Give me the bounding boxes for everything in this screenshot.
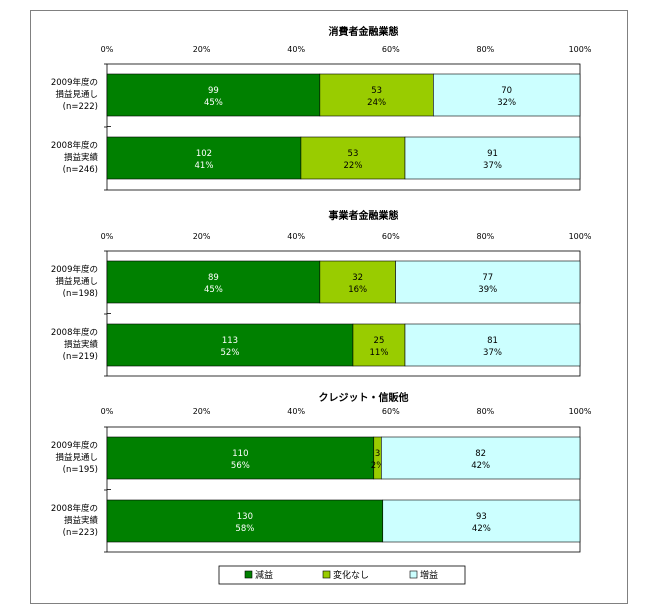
- category-label: (n=223): [63, 528, 98, 538]
- bar-percent-label: 16%: [348, 285, 367, 295]
- bar-percent-label: 32%: [497, 98, 516, 108]
- category-label: 2009年度の: [51, 264, 98, 275]
- bar-count-label: 53: [371, 86, 382, 96]
- bar-segment: [106, 73, 321, 117]
- bar-count-label: 53: [348, 149, 359, 159]
- legend-box: [218, 565, 466, 585]
- bar-count-label: 110: [232, 449, 248, 459]
- x-tick-label: 80%: [477, 232, 495, 241]
- bar-percent-label: 41%: [195, 161, 214, 171]
- bar-segment: [106, 323, 354, 367]
- x-tick-label: 0%: [101, 232, 114, 241]
- bar-percent-label: 52%: [221, 348, 240, 358]
- chart-title: クレジット・信販他: [319, 391, 409, 404]
- bar-count-label: 32: [352, 273, 363, 283]
- legend-label: 増益: [420, 569, 438, 581]
- category-label: 2009年度の: [51, 77, 98, 88]
- legend-label: 変化なし: [333, 569, 369, 581]
- category-label: 2009年度の: [51, 440, 98, 451]
- bar-segment: [106, 499, 384, 543]
- x-tick-label: 0%: [101, 45, 114, 54]
- bar-percent-label: 11%: [370, 348, 389, 358]
- bar-percent-label: 24%: [367, 98, 386, 108]
- bar-count-label: 25: [374, 336, 385, 346]
- legend-swatch: [409, 570, 418, 579]
- category-label: 損益見通し: [55, 276, 98, 287]
- x-tick-label: 40%: [287, 407, 305, 416]
- category-label: (n=219): [63, 352, 98, 362]
- bar-percent-label: 58%: [235, 524, 254, 534]
- category-label: 損益実績: [64, 152, 99, 163]
- category-label: 2008年度の: [51, 140, 98, 151]
- bar-segment: [433, 73, 581, 117]
- bar-percent-label: 37%: [483, 161, 502, 171]
- bar-count-label: 99: [208, 86, 219, 96]
- bar-segment: [382, 499, 581, 543]
- x-tick-label: 60%: [382, 45, 400, 54]
- x-tick-label: 60%: [382, 407, 400, 416]
- bar-count-label: 70: [501, 86, 512, 96]
- legend-label: 減益: [255, 569, 273, 581]
- x-tick-label: 100%: [569, 45, 592, 54]
- x-tick-label: 100%: [569, 407, 592, 416]
- bar-count-label: 89: [208, 273, 219, 283]
- category-label: 損益実績: [64, 515, 99, 526]
- bar-segment: [352, 323, 406, 367]
- bar-count-label: 81: [487, 336, 498, 346]
- x-tick-label: 20%: [193, 407, 211, 416]
- bar-percent-label: 39%: [478, 285, 497, 295]
- bar-segment: [404, 323, 581, 367]
- bar-percent-label: 45%: [204, 98, 223, 108]
- x-tick-label: 80%: [477, 407, 495, 416]
- bar-count-label: 113: [222, 336, 238, 346]
- category-label: 損益見通し: [55, 89, 98, 100]
- bar-count-label: 93: [476, 512, 487, 522]
- bar-segment: [319, 260, 396, 304]
- bar-percent-label: 42%: [471, 461, 490, 471]
- bar-segment: [106, 260, 321, 304]
- category-label: (n=222): [63, 102, 98, 112]
- legend-swatch: [244, 570, 253, 579]
- x-tick-label: 0%: [101, 407, 114, 416]
- bar-segment: [404, 136, 581, 180]
- x-tick-label: 40%: [287, 232, 305, 241]
- bar-segment: [395, 260, 581, 304]
- bar-count-label: 77: [482, 273, 493, 283]
- chart-title: 消費者金融業態: [329, 25, 399, 38]
- bar-percent-label: 42%: [472, 524, 491, 534]
- bar-count-label: 102: [196, 149, 212, 159]
- x-tick-label: 40%: [287, 45, 305, 54]
- bar-segment: [106, 136, 302, 180]
- bar-percent-label: 2%: [371, 461, 385, 471]
- legend-swatch: [322, 570, 331, 579]
- x-tick-label: 60%: [382, 232, 400, 241]
- x-tick-label: 20%: [193, 232, 211, 241]
- category-label: (n=195): [63, 465, 98, 475]
- category-label: 2008年度の: [51, 327, 98, 338]
- category-label: (n=246): [63, 165, 98, 175]
- bar-percent-label: 22%: [344, 161, 363, 171]
- x-tick-label: 20%: [193, 45, 211, 54]
- x-tick-label: 100%: [569, 232, 592, 241]
- category-label: 損益実績: [64, 339, 99, 350]
- bar-count-label: 130: [237, 512, 253, 522]
- category-label: (n=198): [63, 289, 98, 299]
- category-label: 2008年度の: [51, 503, 98, 514]
- bar-percent-label: 56%: [231, 461, 250, 471]
- x-tick-label: 80%: [477, 45, 495, 54]
- category-label: 損益見通し: [55, 452, 98, 463]
- bar-count-label: 3: [375, 449, 380, 459]
- bar-percent-label: 37%: [483, 348, 502, 358]
- bar-count-label: 91: [487, 149, 498, 159]
- bar-percent-label: 45%: [204, 285, 223, 295]
- bar-segment: [106, 436, 375, 480]
- bar-count-label: 82: [475, 449, 486, 459]
- chart-title: 事業者金融業態: [329, 209, 399, 222]
- bar-segment: [381, 436, 581, 480]
